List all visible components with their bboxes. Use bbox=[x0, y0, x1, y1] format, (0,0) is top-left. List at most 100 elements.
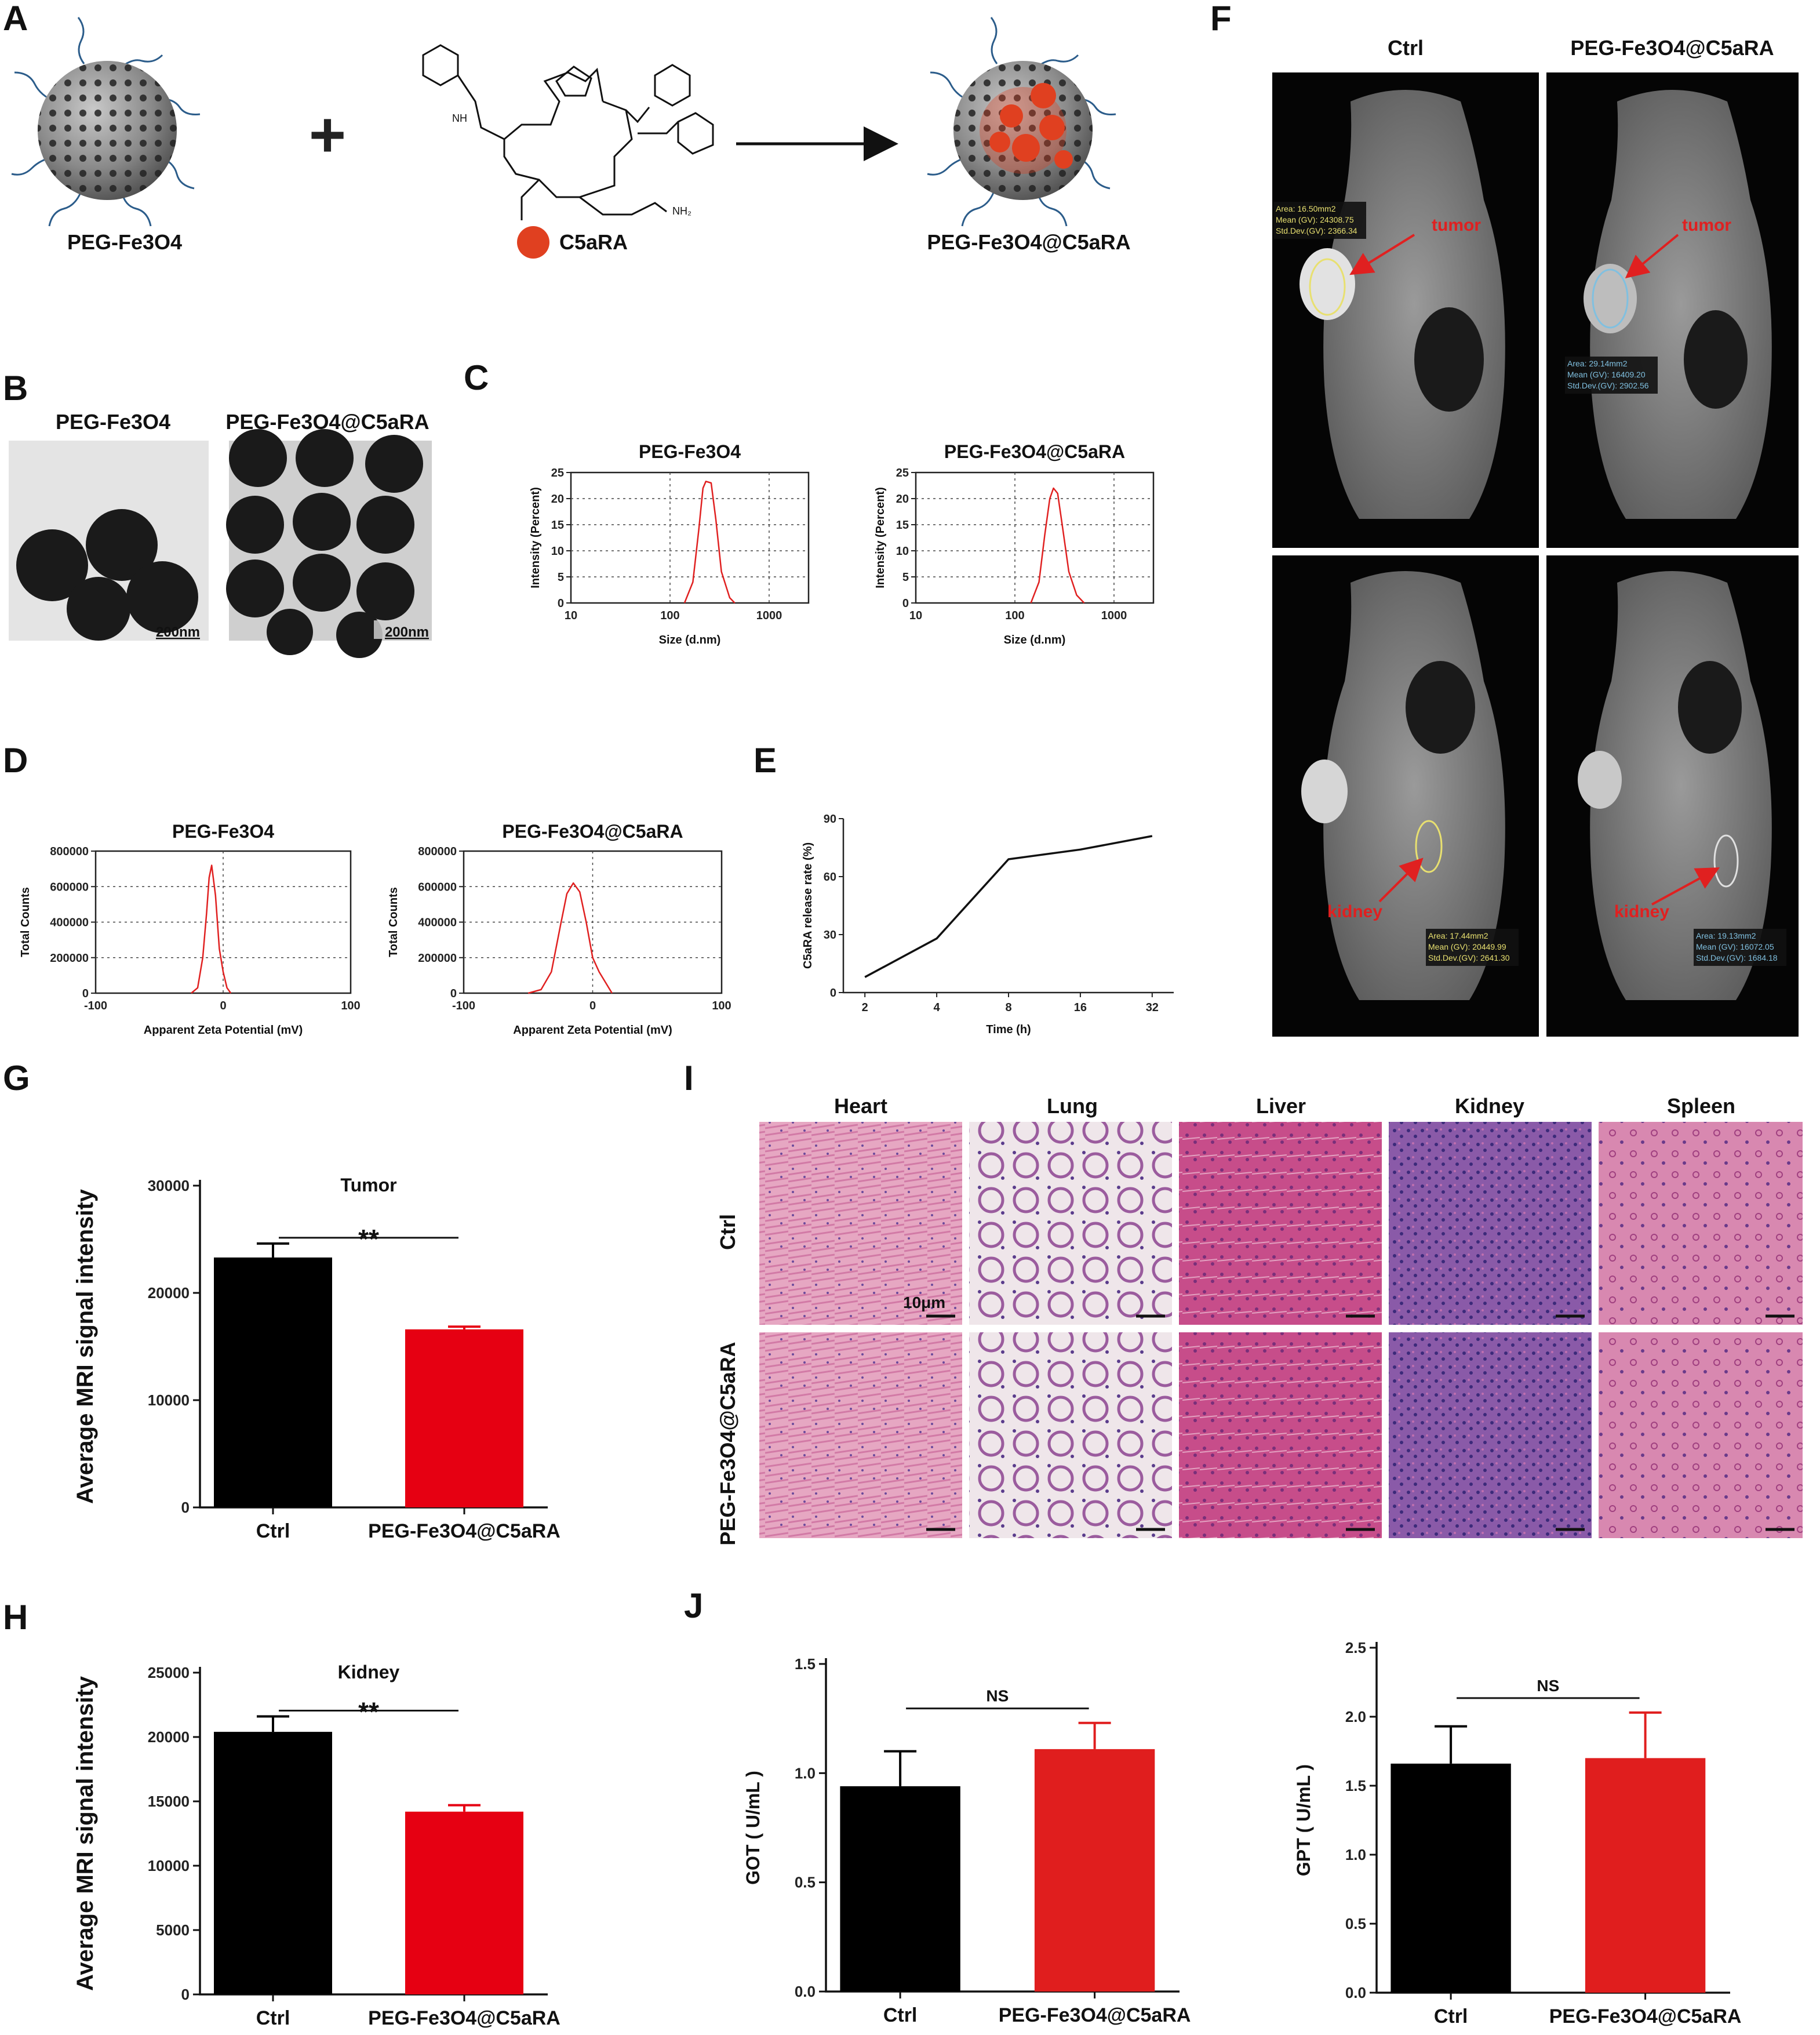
x-axis-label: Apparent Zeta Potential (mV) bbox=[144, 1024, 303, 1037]
x-tick-label: Ctrl bbox=[883, 2004, 918, 2026]
significance-label: ** bbox=[358, 1696, 379, 1727]
histo-row-ctrl: Ctrl bbox=[716, 1214, 740, 1250]
schematic-label-c5ara: C5aRA bbox=[559, 230, 628, 254]
tem-title-left: PEG-Fe3O4 bbox=[56, 410, 170, 434]
mri-col-ctrl: Ctrl bbox=[1388, 36, 1424, 60]
y-tick-label: 25 bbox=[551, 467, 564, 479]
y-tick-label: 0.5 bbox=[795, 1874, 816, 1891]
roi-text: Area: 16.50mm2 bbox=[1276, 204, 1336, 213]
x-tick-label: 10 bbox=[909, 609, 922, 622]
histo-spleen-treatment bbox=[1599, 1332, 1803, 1538]
y-tick-label: 15 bbox=[551, 519, 564, 532]
roi-text: Mean (GV): 16409.20 bbox=[1567, 370, 1646, 379]
panel-label-i: I bbox=[684, 1059, 694, 1098]
histo-row-treatment: PEG-Fe3O4@C5aRA bbox=[716, 1342, 740, 1545]
bar-ctrl bbox=[1391, 1763, 1511, 1993]
y-tick-label: 0 bbox=[450, 987, 457, 1000]
roi-box-bottom-ctrl: Area: 17.44mm2 Mean (GV): 20449.99 Std.D… bbox=[1426, 929, 1519, 966]
tem-panel-b: PEG-Fe3O4 PEG-Fe3O4@C5aRA 200nm 200nm bbox=[9, 410, 432, 658]
mri-image-top-treatment bbox=[1546, 72, 1799, 548]
x-tick-label: 100 bbox=[660, 609, 679, 622]
tumor-label-treatment: tumor bbox=[1682, 216, 1731, 235]
chart-c-left: 0 5 10 15 20 25 10 100 1000 Size (d.nm) Intensity … bbox=[529, 441, 810, 646]
bar-ctrl bbox=[214, 1732, 332, 1994]
x-tick-label: Ctrl bbox=[256, 1520, 290, 1542]
x-axis-label: Size (d.nm) bbox=[1004, 634, 1066, 646]
y-tick-label: 10 bbox=[551, 545, 564, 558]
y-tick-label: 0.0 bbox=[795, 1983, 816, 2000]
roi-box-top-treatment: Area: 29.14mm2 Mean (GV): 16409.20 Std.D… bbox=[1565, 357, 1658, 394]
x-tick-label: PEG-Fe3O4@C5aRA bbox=[999, 2004, 1191, 2026]
svg-text:NH: NH bbox=[452, 112, 467, 124]
y-tick-label: 90 bbox=[824, 813, 836, 826]
histology-panel-i: Heart Lung Liver Kidney Spleen Ctrl PEG-… bbox=[716, 1094, 1803, 1546]
y-tick-label: 15 bbox=[896, 519, 909, 532]
y-axis-label: Average MRI signal intensity bbox=[72, 1189, 98, 1504]
y-axis-label: GPT ( U/mL ) bbox=[1293, 1764, 1314, 1876]
y-tick-label: 2.0 bbox=[1345, 1708, 1366, 1725]
x-tick-label: Ctrl bbox=[256, 2007, 290, 2029]
x-axis-label: Size (d.nm) bbox=[659, 634, 721, 646]
roi-text: Std.Dev.(GV): 1684.18 bbox=[1696, 953, 1778, 962]
panel-label-f: F bbox=[1210, 0, 1232, 38]
x-tick-label: 0 bbox=[589, 1000, 596, 1012]
histo-liver-treatment bbox=[1179, 1332, 1382, 1538]
roi-text: Mean (GV): 24308.75 bbox=[1276, 215, 1354, 224]
histo-col-liver: Liver bbox=[1256, 1094, 1306, 1118]
y-tick-label: 25000 bbox=[148, 1664, 190, 1681]
y-tick-label: 1.5 bbox=[795, 1655, 816, 1673]
bar-peg-fe3o4-c5ara bbox=[405, 1811, 523, 1994]
histo-kidney-treatment bbox=[1389, 1332, 1592, 1538]
roi-text: Area: 17.44mm2 bbox=[1428, 931, 1488, 940]
kidney-arrow bbox=[1651, 867, 1720, 906]
c5ara-dot bbox=[517, 226, 549, 259]
y-tick-label: 0 bbox=[902, 597, 909, 610]
x-tick-label: 16 bbox=[1074, 1001, 1087, 1014]
x-tick-label: 2 bbox=[862, 1001, 868, 1014]
y-tick-label: 30 bbox=[824, 929, 836, 942]
y-tick-label: 400000 bbox=[50, 917, 89, 929]
roi-box-bottom-treatment: Area: 19.13mm2 Mean (GV): 16072.05 Std.D… bbox=[1694, 929, 1786, 966]
y-tick-label: 10000 bbox=[148, 1857, 190, 1874]
y-tick-label: 200000 bbox=[418, 952, 457, 965]
histo-spleen-ctrl bbox=[1599, 1122, 1803, 1325]
panel-label-c: C bbox=[464, 358, 489, 397]
chart-title: Kidney bbox=[338, 1662, 400, 1682]
chart-c-right: 0 5 10 15 20 25 10 100 1000 Size (d.nm) Intensity … bbox=[874, 441, 1155, 646]
histo-col-heart: Heart bbox=[834, 1094, 887, 1118]
chart-title: PEG-Fe3O4 bbox=[639, 441, 741, 462]
chart-h: 0 5000 10000 15000 20000 25000 Ctrl PEG-Fe3O4@C… bbox=[72, 1662, 560, 2029]
histo-heart-ctrl bbox=[759, 1122, 962, 1325]
y-tick-label: 200000 bbox=[50, 952, 89, 965]
mri-image-top-ctrl bbox=[1272, 72, 1539, 548]
x-axis-label: Time (h) bbox=[986, 1023, 1031, 1036]
y-tick-label: 0.0 bbox=[1345, 1984, 1366, 2001]
panel-label-e: E bbox=[754, 741, 777, 780]
y-tick-label: 1.0 bbox=[795, 1764, 816, 1782]
histo-liver-ctrl bbox=[1179, 1122, 1382, 1325]
y-tick-label: 1.0 bbox=[1345, 1846, 1366, 1863]
series-line bbox=[864, 835, 1153, 978]
series-line bbox=[683, 481, 736, 604]
tumor-label-ctrl: tumor bbox=[1432, 216, 1481, 235]
x-tick-label: 100 bbox=[712, 1000, 731, 1012]
histo-lung-ctrl bbox=[969, 1122, 1172, 1325]
chart-j-right: 0.0 0.5 1.0 1.5 2.0 2.5 Ctrl PEG-Fe3O4@C5aRA NS G… bbox=[1293, 1639, 1741, 2027]
plus-sign: + bbox=[309, 99, 346, 170]
x-tick-label: PEG-Fe3O4@C5aRA bbox=[368, 2007, 560, 2029]
bar-peg-fe3o4-c5ara bbox=[1034, 1749, 1155, 1992]
panel-label-j: J bbox=[684, 1586, 703, 1625]
kidney-label-treatment: kidney bbox=[1614, 902, 1669, 921]
roi-text: Mean (GV): 20449.99 bbox=[1428, 942, 1506, 951]
y-tick-label: 15000 bbox=[148, 1793, 190, 1810]
chart-e: 0 30 60 90 2 4 8 16 32 Time (h) C5aRA release rate… bbox=[802, 813, 1174, 1036]
y-tick-label: 10 bbox=[896, 545, 909, 558]
x-tick-label: Ctrl bbox=[1434, 2005, 1468, 2027]
histo-col-lung: Lung bbox=[1047, 1094, 1098, 1118]
mri-col-treatment: PEG-Fe3O4@C5aRA bbox=[1570, 36, 1774, 60]
svg-text:NH₂: NH₂ bbox=[672, 205, 691, 217]
significance-label: NS bbox=[1537, 1677, 1559, 1695]
y-axis-label: Total Counts bbox=[387, 887, 400, 957]
